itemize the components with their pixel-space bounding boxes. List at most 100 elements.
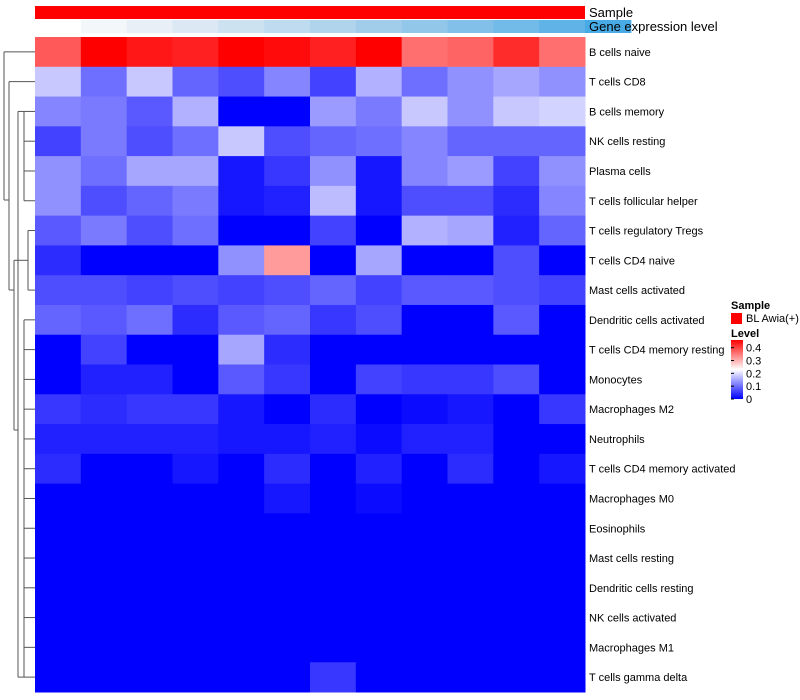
sample-annotation-strip	[35, 6, 585, 19]
heatmap-cell	[447, 483, 494, 514]
heatmap-cell	[264, 66, 311, 98]
heatmap-cell	[172, 66, 219, 98]
heatmap-cell	[126, 37, 173, 68]
heatmap-cell	[172, 304, 219, 336]
heatmap-cell	[355, 364, 403, 395]
heatmap-cell	[264, 632, 311, 663]
heatmap-cell	[493, 572, 540, 604]
heatmap-cell	[310, 632, 357, 663]
heatmap-cell	[310, 126, 357, 157]
legend-sample-title: Sample	[731, 300, 770, 312]
heatmap-cell	[264, 572, 311, 604]
heatmap-cell	[355, 37, 403, 68]
heatmap-cell	[447, 513, 494, 544]
heatmap-cell	[264, 96, 311, 127]
heatmap-cell	[264, 364, 311, 395]
heatmap-cell	[172, 245, 219, 276]
heatmap-cell	[218, 275, 265, 306]
row-label: Eosinophils	[589, 523, 646, 535]
heatmap-cell	[310, 602, 357, 633]
heatmap-cell	[172, 662, 219, 693]
heatmap-cell	[172, 513, 219, 544]
heatmap-cell	[35, 334, 82, 365]
heatmap-cell	[172, 37, 219, 68]
heatmap-cell	[310, 394, 357, 425]
heatmap-cell	[310, 215, 357, 246]
heatmap-cell	[310, 304, 357, 336]
heatmap-cell	[35, 96, 82, 127]
heatmap-cell	[80, 275, 128, 306]
heatmap-cell	[172, 453, 219, 485]
heatmap-cell	[172, 543, 219, 574]
heatmap-cell	[447, 394, 494, 425]
row-label: Dendritic cells resting	[589, 583, 694, 595]
heatmap-cell	[172, 96, 219, 127]
heatmap-cell	[172, 185, 219, 217]
heatmap-cell	[401, 275, 448, 306]
heatmap-cell	[80, 543, 128, 574]
heatmap-cell	[35, 662, 82, 693]
expression-strip-cell	[218, 20, 265, 33]
heatmap-cell	[80, 126, 128, 157]
row-label: Macrophages M2	[589, 404, 674, 416]
heatmap-cell	[126, 483, 173, 514]
heatmap-cell	[80, 334, 128, 365]
heatmap-cell	[493, 632, 540, 663]
heatmap-cell	[401, 66, 448, 98]
heatmap-cell	[80, 632, 128, 663]
heatmap-cell	[355, 96, 403, 127]
heatmap-cell	[401, 632, 448, 663]
heatmap-cell	[539, 364, 586, 395]
heatmap-cell	[218, 66, 265, 98]
heatmap-cell	[35, 215, 82, 246]
row-label: T cells follicular helper	[589, 196, 698, 208]
heatmap-cell	[264, 602, 311, 633]
heatmap-cell	[80, 572, 128, 604]
heatmap-cell	[264, 513, 311, 544]
heatmap-cell	[218, 424, 265, 455]
heatmap-cell	[218, 394, 265, 425]
heatmap-cell	[80, 156, 128, 187]
legend-tick-label: 0.4	[746, 343, 761, 355]
row-label: Monocytes	[589, 374, 643, 386]
heatmap-cell	[539, 66, 586, 98]
heatmap-cell	[493, 37, 540, 68]
heatmap-cell	[401, 513, 448, 544]
heatmap-cell	[35, 602, 82, 633]
sample-strip-bar	[35, 6, 585, 19]
heatmap-cell	[447, 572, 494, 604]
heatmap-cell	[401, 304, 448, 336]
heatmap-cell	[401, 364, 448, 395]
heatmap-cell	[401, 245, 448, 276]
heatmap-cell	[401, 185, 448, 217]
expression-strip-cell	[355, 20, 403, 33]
heatmap-cell	[539, 424, 586, 455]
heatmap-cell	[218, 543, 265, 574]
heatmap-cell	[126, 662, 173, 693]
heatmap-cell	[355, 662, 403, 693]
heatmap-cell	[401, 156, 448, 187]
heatmap-cell	[35, 156, 82, 187]
heatmap-cell	[493, 304, 540, 336]
heatmap-cell	[310, 483, 357, 514]
heatmap-cell	[35, 632, 82, 663]
heatmap-cell	[126, 394, 173, 425]
heatmap-cell	[218, 126, 265, 157]
heatmap-cell	[126, 334, 173, 365]
sample-annotation-label: Sample	[589, 5, 633, 20]
heatmap-cell	[80, 453, 128, 485]
heatmap-cell	[80, 662, 128, 693]
heatmap-cell	[172, 275, 219, 306]
heatmap-cell	[172, 632, 219, 663]
heatmap-cell	[35, 453, 82, 485]
heatmap-cell	[539, 543, 586, 574]
heatmap-cell	[264, 483, 311, 514]
heatmap-cell	[80, 602, 128, 633]
heatmap-cell	[218, 572, 265, 604]
heatmap-cell	[401, 543, 448, 574]
row-label: Plasma cells	[589, 166, 651, 178]
legend-sample-swatch	[731, 313, 742, 324]
heatmap-cell	[126, 632, 173, 663]
row-label: Macrophages M0	[589, 493, 674, 505]
heatmap-cell	[35, 543, 82, 574]
